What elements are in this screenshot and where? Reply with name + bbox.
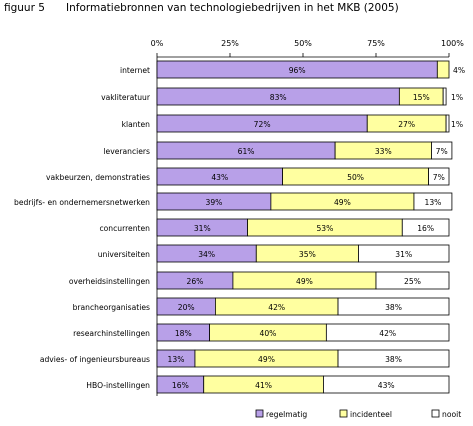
bar-segment-nooit <box>375 271 450 290</box>
bar-segment-nooit <box>323 375 450 394</box>
data-label-incidenteel: 49% <box>334 198 351 207</box>
bar-segment-nooit <box>358 244 450 263</box>
data-label-incidenteel: 41% <box>255 381 272 390</box>
data-label-nooit: 7% <box>436 147 448 156</box>
legend-swatch-nooit <box>431 409 440 418</box>
category-label: advies- of ingenieursbureaus <box>40 355 150 364</box>
data-label-nooit: 7% <box>433 173 445 182</box>
category-label: universiteiten <box>98 250 150 259</box>
data-label-regelmatig: 83% <box>270 93 287 102</box>
bar-segment-nooit <box>325 323 450 342</box>
category-labels: internet vakliteratuur klanten leveranciers… <box>14 66 151 390</box>
data-label-regelmatig: 39% <box>205 198 222 207</box>
legend-swatch-incidenteel <box>339 409 348 418</box>
legend-label-regelmatig: regelmatig <box>266 410 307 419</box>
x-tick-label: 100% <box>441 39 464 48</box>
data-label-nooit: 43% <box>378 381 395 390</box>
data-label-nooit: 13% <box>424 198 441 207</box>
data-label-regelmatig: 13% <box>168 355 185 364</box>
legend: regelmatig incidenteel nooit <box>255 409 461 419</box>
data-label-nooit: 31% <box>395 250 412 259</box>
data-label-nooit: 1% <box>451 93 463 102</box>
category-label: leveranciers <box>103 147 150 156</box>
data-label-incidenteel: 15% <box>413 93 430 102</box>
chart-title: Informatiebronnen van technologiebedrijv… <box>66 2 399 14</box>
bar-segment-nooit <box>431 141 453 160</box>
category-label: researchinstellingen <box>73 329 150 338</box>
data-label-regelmatig: 43% <box>211 173 228 182</box>
data-label-incidenteel: 42% <box>268 303 285 312</box>
category-label: concurrenten <box>99 224 150 233</box>
data-label-regelmatig: 72% <box>254 120 271 129</box>
x-tick-label: 50% <box>294 39 312 48</box>
data-label-regelmatig: 31% <box>194 224 211 233</box>
data-label-nooit: 1% <box>451 120 463 129</box>
data-label-regelmatig: 26% <box>187 277 204 286</box>
data-label-incidenteel: 27% <box>398 120 415 129</box>
bar-segment-nooit <box>337 297 450 316</box>
category-label: brancheorganisaties <box>73 303 150 312</box>
data-label-regelmatig: 61% <box>238 147 255 156</box>
data-label-regelmatig: 18% <box>175 329 192 338</box>
data-label-incidenteel: 33% <box>375 147 392 156</box>
category-label: klanten <box>122 120 151 129</box>
data-label-regelmatig: 20% <box>178 303 195 312</box>
bar-segment-nooit <box>442 87 447 106</box>
data-label-regelmatig: 34% <box>198 250 215 259</box>
legend-swatch-regelmatig <box>255 409 264 418</box>
data-label-nooit: 38% <box>385 355 402 364</box>
data-label-regelmatig: 16% <box>172 381 189 390</box>
figure-label: figuur 5 <box>4 2 45 14</box>
data-label-regelmatig: 96% <box>289 66 306 75</box>
data-label-incidenteel: 49% <box>258 355 275 364</box>
data-label-incidenteel: 35% <box>299 250 316 259</box>
x-tick-label: 75% <box>367 39 385 48</box>
category-label: vakbeurzen, demonstraties <box>46 173 150 182</box>
bars: 96% 4% 83% 15% 1% 72% 27% 1% 61% 33% 7% 43% 50% 7% 39%… <box>156 60 465 394</box>
category-label: bedrijfs- en ondernemersnetwerken <box>14 198 150 207</box>
bar-segment-nooit <box>428 167 450 186</box>
x-tick-label: 0% <box>151 39 164 48</box>
data-label-incidenteel: 50% <box>347 173 364 182</box>
bar-segment-incidenteel <box>436 60 450 79</box>
bar-segment-nooit <box>401 218 450 237</box>
category-label: HBO-instellingen <box>86 381 150 390</box>
data-label-nooit: 25% <box>404 277 421 286</box>
legend-label-nooit: nooit <box>442 410 461 419</box>
data-label-incidenteel: 53% <box>316 224 333 233</box>
data-label-nooit: 38% <box>385 303 402 312</box>
data-label-nooit: 16% <box>417 224 434 233</box>
category-label: vakliteratuur <box>101 93 151 102</box>
bar-segment-nooit <box>413 192 453 211</box>
data-label-incidenteel: 40% <box>260 329 277 338</box>
data-label-incidenteel: 49% <box>296 277 313 286</box>
legend-label-incidenteel: incidenteel <box>350 410 392 419</box>
category-label: overheidsinstellingen <box>69 277 150 286</box>
bar-segment-nooit <box>337 349 450 368</box>
x-tick-label: 25% <box>221 39 239 48</box>
category-label: internet <box>120 66 150 75</box>
bar-segment-nooit <box>445 114 450 133</box>
data-label-incidenteel: 4% <box>453 66 465 75</box>
data-label-nooit: 42% <box>379 329 396 338</box>
